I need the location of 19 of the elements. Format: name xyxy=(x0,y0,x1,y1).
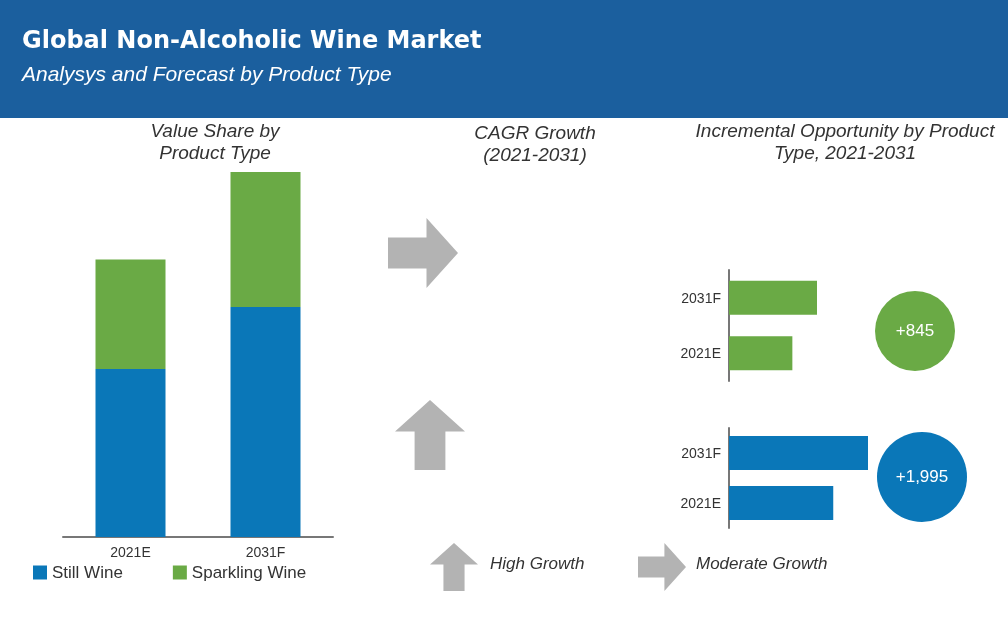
text: +1,995 xyxy=(877,432,967,522)
bar xyxy=(95,369,166,537)
text: Moderate Growth xyxy=(696,554,828,574)
text: CAGR Growth (2021-2031) xyxy=(473,122,597,166)
bar xyxy=(95,259,166,370)
y-tick-label: 2031F xyxy=(681,289,721,306)
chart-title: Value Share by Product Type xyxy=(149,120,282,164)
text: +845 xyxy=(875,291,955,371)
y-tick-label: 2021E xyxy=(680,345,721,362)
chart-title: Incremental Opportunity by Product Type, 2021-2031 xyxy=(694,120,996,164)
legend-label: Still Wine xyxy=(52,563,123,582)
y-tick-label: 2031F xyxy=(681,445,721,461)
text: Analysys and Forecast by Product Type xyxy=(22,62,392,86)
text: High Growth xyxy=(490,554,585,574)
text: Global Non-Alcoholic Wine Market xyxy=(22,26,482,54)
bar xyxy=(230,307,301,537)
bar xyxy=(230,172,301,308)
y-tick-label: 2021E xyxy=(680,495,721,511)
legend-label: Sparkling Wine xyxy=(191,563,307,582)
